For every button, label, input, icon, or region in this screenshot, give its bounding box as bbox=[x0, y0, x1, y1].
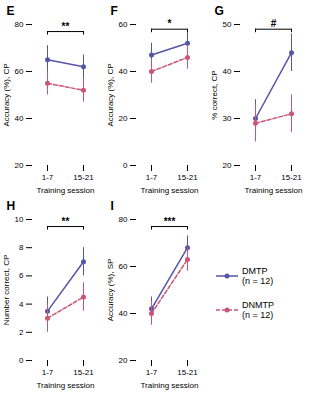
svg-text:15-21: 15-21 bbox=[73, 368, 94, 377]
svg-text:0: 0 bbox=[123, 161, 128, 170]
svg-text:15-21: 15-21 bbox=[281, 173, 302, 182]
svg-text:40: 40 bbox=[119, 309, 128, 318]
svg-text:20: 20 bbox=[15, 161, 24, 170]
svg-text:50: 50 bbox=[223, 20, 232, 29]
svg-text:H: H bbox=[7, 199, 16, 213]
svg-text:0: 0 bbox=[19, 356, 24, 365]
svg-text:Training session: Training session bbox=[245, 186, 303, 195]
svg-text:Training session: Training session bbox=[141, 381, 199, 390]
svg-text:30: 30 bbox=[223, 114, 232, 123]
svg-text:*: * bbox=[168, 18, 172, 29]
svg-text:#: # bbox=[271, 18, 277, 29]
svg-text:***: *** bbox=[164, 216, 176, 227]
svg-text:1-7: 1-7 bbox=[146, 173, 158, 182]
svg-text:Training session: Training session bbox=[37, 381, 95, 390]
svg-text:Accuracy (%), CP: Accuracy (%), CP bbox=[2, 63, 11, 126]
svg-text:G: G bbox=[215, 4, 224, 18]
svg-text:% correct, CP: % correct, CP bbox=[210, 70, 219, 119]
svg-text:F: F bbox=[111, 4, 118, 18]
svg-text:60: 60 bbox=[119, 20, 128, 29]
svg-text:40: 40 bbox=[15, 114, 24, 123]
svg-text:40: 40 bbox=[223, 67, 232, 76]
svg-text:2: 2 bbox=[19, 328, 24, 337]
svg-text:1-7: 1-7 bbox=[146, 368, 158, 377]
svg-text:**: ** bbox=[62, 216, 70, 227]
svg-text:Accuracy (%), SP: Accuracy (%), SP bbox=[106, 259, 115, 322]
svg-text:1-7: 1-7 bbox=[250, 173, 262, 182]
svg-text:Accuracy (%), CP: Accuracy (%), CP bbox=[106, 63, 115, 126]
svg-text:60: 60 bbox=[119, 262, 128, 271]
svg-text:40: 40 bbox=[119, 67, 128, 76]
svg-text:Number correct, CP: Number correct, CP bbox=[2, 255, 11, 326]
svg-text:15-21: 15-21 bbox=[177, 173, 198, 182]
svg-text:80: 80 bbox=[15, 20, 24, 29]
html-text:DNMTP (n = 12): DNMTP (n = 12) bbox=[242, 299, 274, 320]
svg-text:**: ** bbox=[62, 21, 70, 32]
svg-text:20: 20 bbox=[119, 356, 128, 365]
svg-text:6: 6 bbox=[19, 271, 24, 280]
svg-text:80: 80 bbox=[119, 215, 128, 224]
svg-text:Training session: Training session bbox=[141, 186, 199, 195]
svg-text:8: 8 bbox=[19, 243, 24, 252]
svg-text:15-21: 15-21 bbox=[73, 173, 94, 182]
svg-text:20: 20 bbox=[223, 161, 232, 170]
svg-text:1-7: 1-7 bbox=[42, 173, 54, 182]
svg-text:15-21: 15-21 bbox=[177, 368, 198, 377]
svg-text:I: I bbox=[111, 199, 114, 213]
svg-text:60: 60 bbox=[15, 67, 24, 76]
svg-text:Training session: Training session bbox=[37, 186, 95, 195]
svg-text:4: 4 bbox=[19, 300, 24, 309]
svg-text:E: E bbox=[7, 4, 15, 18]
svg-text:1-7: 1-7 bbox=[42, 368, 54, 377]
svg-text:20: 20 bbox=[119, 114, 128, 123]
html-text:DMTP (n = 12): DMTP (n = 12) bbox=[242, 265, 274, 286]
svg-text:10: 10 bbox=[15, 215, 24, 224]
